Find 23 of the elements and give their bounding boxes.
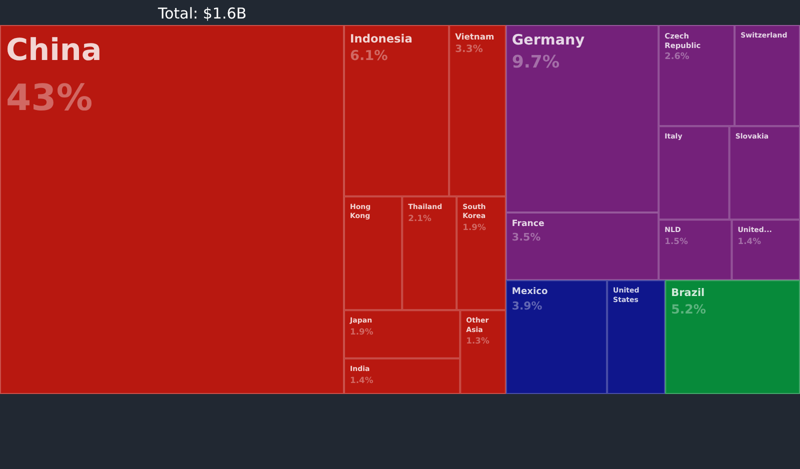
data-label: 1.4%	[738, 236, 762, 246]
data-label: 2.6%	[664, 52, 690, 62]
category-label: Mexico	[512, 287, 548, 298]
category-label: Brazil	[671, 286, 705, 299]
data-label: 43%	[6, 76, 93, 119]
category-label: China	[6, 33, 102, 68]
data-label: 6.1%	[350, 48, 388, 64]
category-label: Vietnam	[455, 31, 494, 42]
data-label: 1.9%	[350, 326, 374, 337]
data-label: 1.9%	[462, 222, 486, 232]
data-label: 3.9%	[512, 300, 542, 313]
text: Total: $1.6B	[157, 4, 247, 22]
data-label: 2.1%	[408, 212, 432, 223]
category-label: France	[512, 219, 544, 230]
data-label: 9.7%	[512, 52, 560, 73]
data-label: 3.5%	[512, 231, 541, 244]
category-label: Indonesia	[350, 31, 412, 46]
category-label: Germany	[512, 32, 586, 48]
data-label: 1.4%	[350, 374, 374, 385]
data-label: 1.3%	[466, 336, 490, 346]
data-label: 1.5%	[664, 236, 688, 246]
data-label: 3.3%	[455, 44, 483, 55]
data-label: 5.2%	[671, 302, 706, 317]
